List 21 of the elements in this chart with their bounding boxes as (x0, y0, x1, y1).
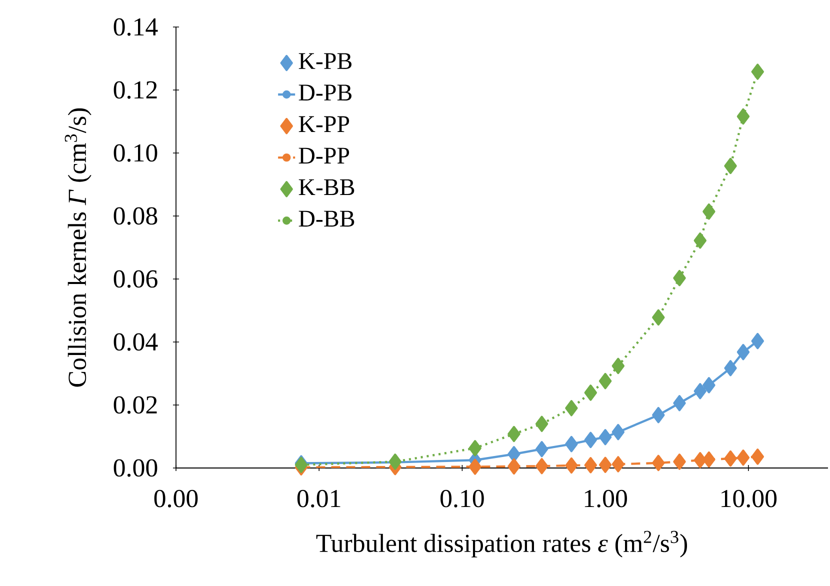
y-tick-label: 0.12 (114, 81, 157, 99)
x-tick-label: 0.10 (440, 490, 484, 508)
y-axis-title: Collision kernels Γ (cm$^{3}$/s) (64, 108, 92, 387)
x-tick-label: 10.00 (722, 490, 777, 508)
y-tick-label: 0.02 (114, 396, 157, 414)
x-tick-label: 0.00 (154, 490, 198, 508)
y-tick-label: 0.00 (114, 459, 158, 477)
x-tick-label: 1.00 (584, 490, 627, 508)
y-tick-label: 0.08 (114, 207, 158, 225)
y-tick-label: 0.06 (114, 270, 158, 288)
y-tick-label: 0.14 (114, 18, 158, 36)
legend-label: K-BB (298, 179, 354, 196)
legend-label: D-PB (298, 84, 352, 100)
x-axis-title: Turbulent dissipation rates ε (m$^{2}$/s$^{3}$) (316, 530, 687, 558)
legend-label: K-PP (298, 116, 350, 132)
y-tick-label: 0.10 (114, 144, 158, 162)
legend-label: D-PP (298, 148, 350, 164)
y-tick-label: 0.04 (114, 333, 158, 351)
legend-label: K-PB (298, 53, 352, 69)
x-tick-label: 0.01 (297, 490, 340, 508)
legend-label: D-BB (298, 210, 354, 227)
